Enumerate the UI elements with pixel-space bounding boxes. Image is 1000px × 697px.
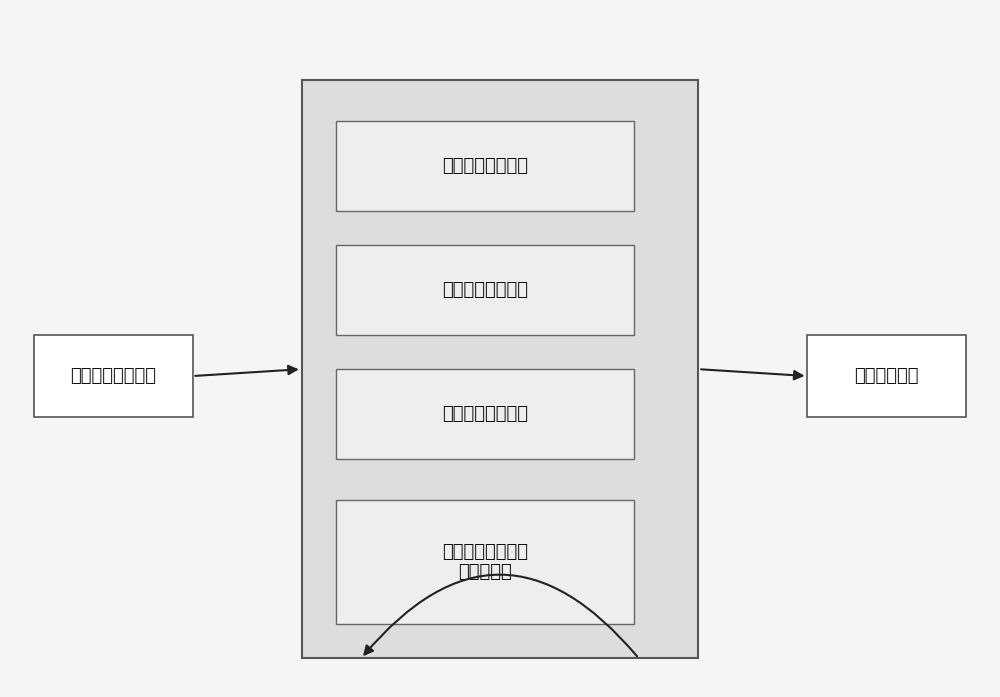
Bar bbox=[336, 369, 634, 459]
FancyArrowPatch shape bbox=[364, 574, 637, 657]
Bar bbox=[336, 121, 634, 210]
Text: 通过函数调用传播: 通过函数调用传播 bbox=[442, 281, 528, 299]
Bar bbox=[807, 335, 966, 418]
Text: 污点数据执行: 污点数据执行 bbox=[854, 367, 919, 385]
Text: 通过函数返回传播: 通过函数返回传播 bbox=[442, 405, 528, 423]
Text: 通过普通操作传播: 通过普通操作传播 bbox=[442, 157, 528, 175]
Bar bbox=[302, 80, 698, 659]
Text: 通过特殊函数调用
及返回传播: 通过特殊函数调用 及返回传播 bbox=[442, 542, 528, 581]
Bar bbox=[336, 245, 634, 335]
Text: 检测污点数据引入: 检测污点数据引入 bbox=[70, 367, 156, 385]
Bar bbox=[336, 500, 634, 624]
Bar bbox=[34, 335, 193, 418]
